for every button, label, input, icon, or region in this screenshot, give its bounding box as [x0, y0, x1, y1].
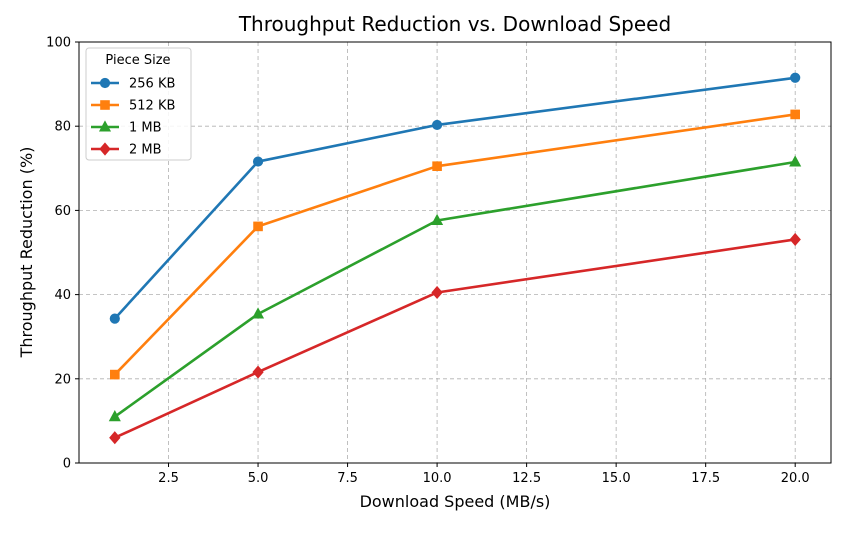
data-point — [252, 156, 264, 167]
legend-marker — [98, 120, 112, 132]
series-lines — [113, 76, 797, 440]
series-line — [113, 113, 797, 376]
x-axis-ticks: 2.5 5.0 7.5 10.0 12.5 15.0 17.5 20.0 — [158, 463, 810, 486]
data-point — [252, 307, 265, 319]
y-axis-label: Throughput Reduction (%) — [17, 147, 36, 359]
data-point — [252, 365, 264, 379]
legend-box — [85, 47, 192, 161]
data-point — [109, 313, 120, 324]
legend-title: Piece Size — [105, 53, 170, 68]
legend-label: 256 KB — [129, 77, 175, 92]
data-point — [432, 161, 442, 171]
x-tick-label: 2.5 — [158, 471, 179, 486]
x-tick-label: 5.0 — [248, 471, 269, 486]
plot-frame — [78, 41, 832, 464]
legend: Piece Size 256 KB 512 KB 1 MB 2 MB — [85, 47, 192, 161]
data-point — [789, 155, 802, 167]
chart-title: Throughput Reduction vs. Download Speed — [238, 12, 671, 36]
legend-marker — [100, 100, 110, 110]
y-tick-label: 0 — [63, 457, 71, 472]
data-point — [790, 109, 800, 120]
legend-label: 1 MB — [129, 121, 162, 136]
y-axis-ticks: 0 20 40 60 80 100 — [46, 36, 79, 472]
data-point — [790, 72, 801, 83]
series-line — [113, 160, 797, 418]
data-point — [253, 221, 263, 232]
legend-entries: 256 KB 512 KB 1 MB 2 MB — [91, 77, 175, 158]
x-tick-label: 7.5 — [337, 471, 358, 486]
legend-entry: 2 MB — [91, 142, 162, 158]
y-tick-label: 20 — [54, 372, 71, 387]
series-markers — [108, 72, 802, 445]
grid — [79, 42, 831, 463]
data-point — [109, 431, 121, 445]
data-point — [108, 410, 121, 422]
legend-label: 2 MB — [129, 143, 162, 158]
y-tick-label: 60 — [54, 204, 71, 219]
series-line — [113, 76, 797, 320]
x-tick-label: 12.5 — [512, 471, 541, 486]
data-point — [789, 232, 801, 247]
x-tick-label: 10.0 — [423, 471, 452, 486]
legend-entry: 1 MB — [91, 120, 162, 136]
x-tick-label: 20.0 — [781, 471, 810, 486]
x-tick-label: 15.0 — [602, 471, 631, 486]
legend-marker — [99, 77, 111, 89]
data-point — [431, 285, 443, 300]
legend-marker — [99, 142, 111, 156]
x-axis-label: Download Speed (MB/s) — [360, 492, 551, 511]
y-tick-label: 40 — [54, 288, 71, 303]
legend-label: 512 KB — [129, 99, 175, 114]
y-tick-label: 100 — [46, 36, 71, 51]
series-line — [113, 238, 797, 440]
y-tick-label: 80 — [54, 120, 71, 135]
data-point — [110, 369, 120, 380]
legend-entry: 256 KB — [91, 77, 175, 92]
x-tick-label: 17.5 — [691, 471, 720, 486]
data-point — [431, 119, 443, 131]
data-point — [431, 213, 444, 226]
legend-entry: 512 KB — [91, 99, 175, 114]
